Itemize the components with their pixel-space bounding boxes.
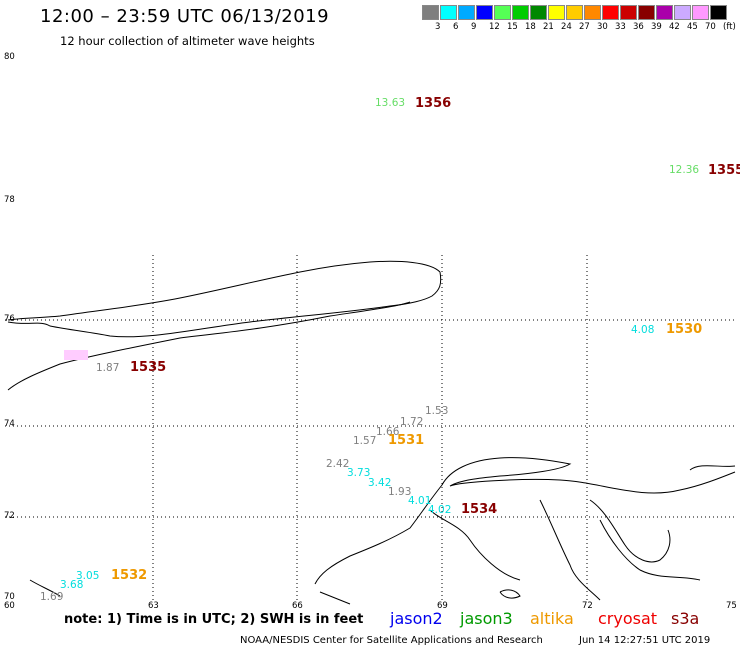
wave-height-obs: 1.66 — [376, 426, 400, 438]
coastline — [7, 260, 736, 605]
lat-label-76: 76 — [4, 314, 15, 324]
pass-time-label: 1531 — [388, 433, 425, 448]
legend-swatch — [530, 5, 547, 20]
legend-label: 30 — [597, 22, 608, 32]
lon-label-60: 60 — [4, 601, 15, 611]
coastline-small-island — [499, 589, 521, 599]
wave-height-marker — [64, 350, 88, 360]
coastline-mainland — [314, 457, 736, 601]
color-legend-labels: 3 6 9 12 15 18 21 24 27 30 33 36 39 42 45 70 (ft) — [422, 22, 740, 34]
legend-swatch — [602, 5, 619, 20]
legend-swatch — [494, 5, 511, 20]
wave-height-obs: 1.69 — [40, 591, 64, 603]
pass-time-label: 1355 — [708, 163, 740, 178]
wave-height-obs: 12.36 — [669, 164, 700, 176]
satellite-jason2: jason2 — [390, 609, 443, 628]
lat-label-74: 74 — [4, 419, 15, 429]
legend-swatch — [674, 5, 691, 20]
wave-height-obs: 4.08 — [631, 324, 655, 336]
lon-label-72: 72 — [582, 601, 593, 611]
satellite-cryosat: cryosat — [598, 609, 658, 628]
legend-label: 15 — [507, 22, 518, 32]
wave-height-obs: 1.87 — [96, 362, 120, 374]
pass-time-label: 1534 — [461, 502, 498, 517]
legend-swatch — [476, 5, 493, 20]
lat-label-70: 70 — [4, 592, 15, 602]
lat-label-72: 72 — [4, 511, 15, 521]
legend-swatch — [656, 5, 673, 20]
wave-height-obs: 1.53 — [425, 405, 449, 417]
legend-swatch — [566, 5, 583, 20]
legend-label: 6 — [453, 22, 459, 32]
wave-height-obs: 3.68 — [60, 579, 84, 591]
grid-lines — [5, 255, 735, 600]
legend-label: (ft) — [723, 22, 736, 32]
wave-height-obs: 13.63 — [375, 97, 406, 109]
satellite-jason3: jason3 — [460, 609, 513, 628]
lon-label-66: 66 — [292, 601, 303, 611]
coastline-southwest — [29, 579, 351, 605]
legend-swatch — [584, 5, 601, 20]
coastline-north-island — [7, 260, 442, 338]
generated-timestamp: Jun 14 12:27:51 UTC 2019 — [579, 635, 711, 646]
wave-height-obs: 3.42 — [368, 477, 392, 489]
legend-swatch — [710, 5, 727, 20]
legend-label: 21 — [543, 22, 554, 32]
wave-height-obs: 2.42 — [326, 458, 350, 470]
legend-label: 9 — [471, 22, 477, 32]
legend-label: 70 — [705, 22, 716, 32]
lon-label-75: 75 — [726, 601, 737, 611]
lon-label-69: 69 — [437, 601, 448, 611]
map-title: 12:00 – 23:59 UTC 06/13/2019 — [40, 6, 330, 27]
wave-height-obs: 4.01 — [408, 495, 432, 507]
legend-label: 42 — [669, 22, 680, 32]
legend-swatch — [548, 5, 565, 20]
wave-height-obs: 3.05 — [76, 570, 100, 582]
wave-height-obs: 3.73 — [347, 467, 371, 479]
legend-label: 24 — [561, 22, 572, 32]
legend-label: 18 — [525, 22, 536, 32]
lon-label-63: 63 — [148, 601, 159, 611]
lat-label-78: 78 — [4, 195, 15, 205]
satellite-s3a: s3a — [671, 609, 700, 628]
legend-label: 12 — [489, 22, 500, 32]
credit-text: NOAA/NESDIS Center for Satellite Applica… — [240, 635, 543, 646]
coastline-south-island — [7, 301, 411, 391]
legend-label: 27 — [579, 22, 590, 32]
legend-swatch — [692, 5, 709, 20]
legend-label: 33 — [615, 22, 626, 32]
pass-time-label: 1356 — [415, 96, 452, 111]
lat-label-80: 80 — [4, 52, 15, 62]
map-subtitle: 12 hour collection of altimeter wave hei… — [60, 34, 315, 48]
legend-swatch — [422, 5, 439, 20]
legend-swatch — [638, 5, 655, 20]
satellite-altika: altika — [530, 609, 574, 628]
legend-swatch — [458, 5, 475, 20]
wave-height-obs: 1.57 — [353, 435, 377, 447]
legend-swatch — [512, 5, 529, 20]
legend-swatch — [440, 5, 457, 20]
legend-label: 45 — [687, 22, 698, 32]
legend-swatch — [620, 5, 637, 20]
pass-time-label: 1535 — [130, 360, 167, 375]
legend-label: 39 — [651, 22, 662, 32]
pass-time-label: 1530 — [666, 322, 703, 337]
coastline-bay — [589, 499, 671, 563]
legend-label: 36 — [633, 22, 644, 32]
color-legend — [422, 5, 728, 20]
units-note: note: 1) Time is in UTC; 2) SWH is in fe… — [64, 612, 364, 627]
legend-label: 3 — [435, 22, 441, 32]
wave-height-obs: 4.02 — [428, 504, 452, 516]
wave-height-obs: 1.93 — [388, 486, 412, 498]
wave-height-obs: 1.72 — [400, 416, 424, 428]
pass-time-label: 1532 — [111, 568, 148, 583]
